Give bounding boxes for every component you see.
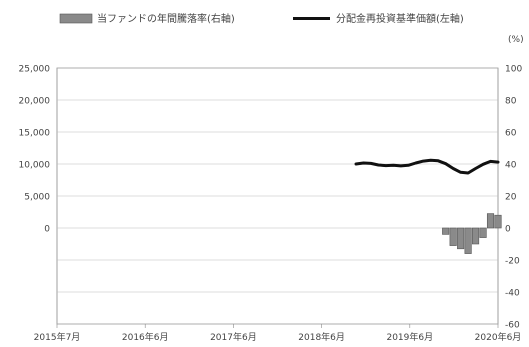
nav-line [354, 158, 500, 175]
bar [494, 214, 502, 229]
right-axis-unit: (%) [508, 35, 524, 45]
right-tick-label: 80 [505, 97, 517, 107]
bar [464, 227, 472, 254]
left-tick-label: 10,000 [19, 161, 51, 171]
right-tick-label: 60 [505, 129, 517, 139]
right-tick-label: -40 [505, 289, 520, 299]
legend-bar-label: 当ファンドの年間騰落率(右軸) [97, 12, 235, 25]
right-axis: 100 80 60 40 20 0 -20 -40 -60 [505, 65, 522, 331]
legend-line-label: 分配金再投資基準価額(左軸) [336, 12, 464, 25]
bar [472, 227, 480, 245]
bar [479, 227, 487, 238]
x-tick-label: 2019年6月 [386, 331, 433, 343]
right-tick-label: -20 [505, 257, 520, 267]
legend: 当ファンドの年間騰落率(右軸) 分配金再投資基準価額(左軸) [59, 12, 464, 25]
right-tick-label: 40 [505, 161, 517, 171]
left-tick-label: 5,000 [24, 193, 50, 203]
x-tick-label: 2020年6月 [475, 331, 522, 343]
right-tick-label: 0 [505, 225, 511, 235]
bar [449, 227, 457, 246]
left-tick-label: 0 [44, 225, 50, 235]
bar [442, 227, 450, 235]
left-axis: 25,000 20,000 15,000 10,000 5,000 0 [19, 65, 51, 235]
line-series [354, 158, 500, 175]
x-tick-label: 2018年6月 [298, 331, 345, 343]
bar [486, 213, 495, 229]
legend-bar-swatch [59, 13, 93, 24]
x-axis: 2015年7月 2016年6月 2017年6月 2018年6月 2019年6月 2020年… [34, 324, 522, 343]
right-tick-label: -60 [505, 321, 520, 331]
left-tick-label: 15,000 [19, 129, 51, 139]
x-tick-label: 2017年6月 [210, 331, 257, 343]
x-tick-label: 2015年7月 [34, 331, 81, 343]
x-tick-label: 2016年6月 [122, 331, 169, 343]
bar [457, 227, 465, 250]
left-tick-label: 25,000 [19, 65, 51, 75]
left-tick-label: 20,000 [19, 97, 51, 107]
gridlines [57, 67, 498, 325]
bar-series [442, 213, 502, 254]
right-tick-label: 100 [505, 65, 522, 75]
right-tick-label: 20 [505, 193, 517, 203]
